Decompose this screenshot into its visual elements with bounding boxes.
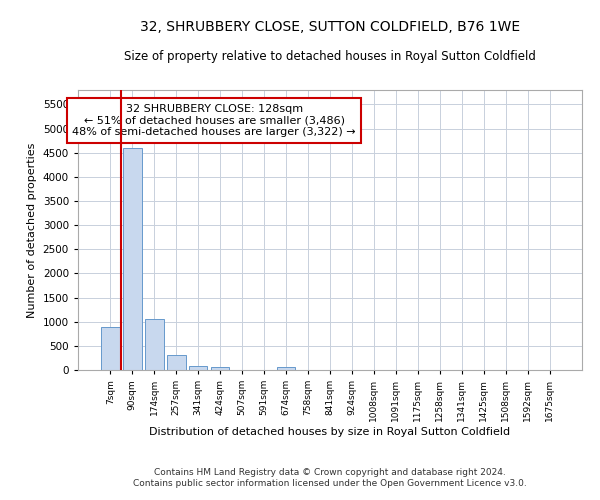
Bar (145, 319, 164, 370)
Text: Size of property relative to detached houses in Royal Sutton Coldfield: Size of property relative to detached ho… (124, 50, 536, 63)
Bar (189, 366, 208, 370)
Text: 32 SHRUBBERY CLOSE: 128sqm
← 51% of detached houses are smaller (3,486)
48% of s: 32 SHRUBBERY CLOSE: 128sqm ← 51% of deta… (72, 104, 356, 137)
Bar (167, 356, 185, 370)
Y-axis label: Number of detached properties: Number of detached properties (27, 142, 37, 318)
Bar (277, 368, 295, 370)
Bar (211, 367, 229, 370)
Bar (123, 148, 142, 370)
X-axis label: Distribution of detached houses by size in Royal Sutton Coldfield: Distribution of detached houses by size … (149, 426, 511, 436)
Bar (101, 326, 119, 370)
Text: Contains HM Land Registry data © Crown copyright and database right 2024.
Contai: Contains HM Land Registry data © Crown c… (133, 468, 527, 487)
Text: 32, SHRUBBERY CLOSE, SUTTON COLDFIELD, B76 1WE: 32, SHRUBBERY CLOSE, SUTTON COLDFIELD, B… (140, 20, 520, 34)
